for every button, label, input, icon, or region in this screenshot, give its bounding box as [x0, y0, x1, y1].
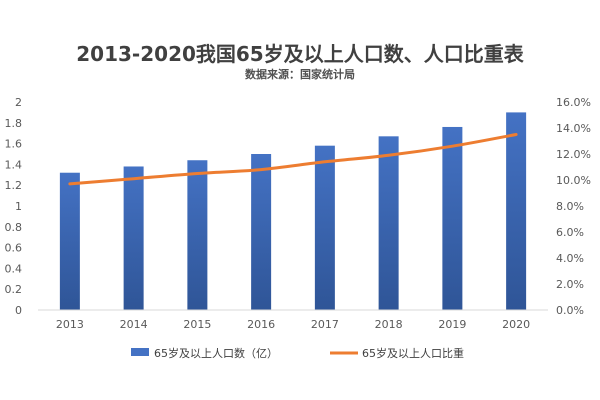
bar-2015 — [187, 160, 208, 310]
y-left-tick-label: 0 — [15, 304, 22, 317]
y-left-tick-label: 1.2 — [5, 179, 23, 192]
chart-title: 2013-2020我国65岁及以上人口数、人口比重表 — [76, 42, 524, 66]
bar-2013 — [59, 172, 80, 310]
y-left-tick-label: 0.4 — [5, 262, 23, 275]
x-tick-label: 2018 — [375, 318, 403, 331]
x-tick-label: 2019 — [438, 318, 466, 331]
bar-2014 — [123, 166, 144, 310]
x-tick-label: 2016 — [247, 318, 275, 331]
legend-line-label: 65岁及以上人口比重 — [362, 346, 464, 360]
legend-bar-swatch — [131, 348, 149, 356]
chart-subtitle: 数据来源：国家统计局 — [245, 68, 355, 81]
x-tick-label: 2013 — [56, 318, 84, 331]
y-right-tick-label: 6.0% — [556, 226, 584, 239]
bar-2019 — [442, 126, 463, 311]
x-tick-label: 2017 — [311, 318, 339, 331]
y-left-tick-label: 1.4 — [5, 158, 23, 171]
y-right-tick-label: 10.0% — [556, 174, 591, 187]
y-left-tick-label: 0.6 — [5, 242, 23, 255]
bar-2016 — [251, 154, 272, 310]
x-tick-label: 2015 — [183, 318, 211, 331]
x-tick-label: 2014 — [120, 318, 148, 331]
y-right-tick-label: 2.0% — [556, 278, 584, 291]
y-left-tick-label: 1 — [15, 200, 22, 213]
y-right-tick-label: 4.0% — [556, 252, 584, 265]
y-left-tick-label: 2 — [15, 96, 22, 109]
line-series-proportion — [68, 133, 518, 186]
y-left-tick-label: 1.6 — [5, 138, 23, 151]
y-right-tick-label: 8.0% — [556, 200, 584, 213]
y-left-tick-label: 0.8 — [5, 221, 23, 234]
bar-2017 — [314, 145, 335, 310]
y-left-tick-label: 0.2 — [5, 283, 23, 296]
y-right-tick-label: 0.0% — [556, 304, 584, 317]
y-right-tick-label: 12.0% — [556, 148, 591, 161]
x-tick-label: 2020 — [502, 318, 530, 331]
y-right-tick-label: 16.0% — [556, 96, 591, 109]
y-left-tick-label: 1.8 — [5, 117, 23, 130]
y-right-tick-label: 14.0% — [556, 122, 591, 135]
legend-bar-label: 65岁及以上人口数（亿） — [154, 346, 278, 360]
bar-2020 — [506, 112, 527, 311]
bar-2018 — [378, 136, 399, 310]
